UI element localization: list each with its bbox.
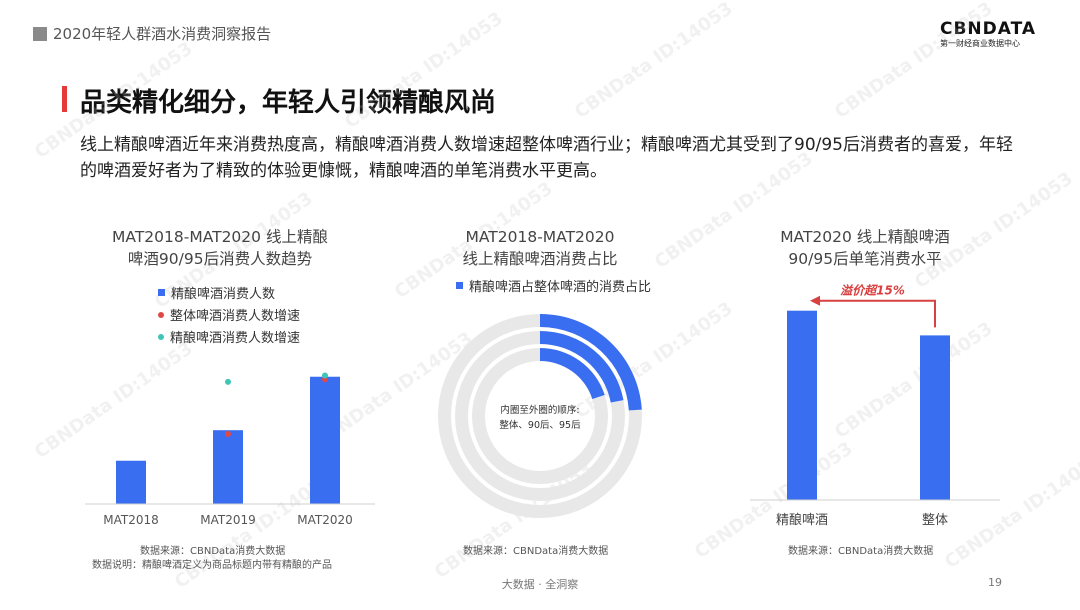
chart1-tick-label: MAT2020: [297, 513, 353, 527]
chart3-source-note: 数据来源：CBNData消费大数据: [788, 546, 934, 557]
chart2-ring-chart: 内圈至外圈的顺序: 整体、90后、95后: [438, 314, 642, 518]
chart1-title: MAT2018-MAT2020 线上精酿 啤酒90/95后消费人数趋势: [90, 226, 350, 270]
chart3-annotation-label: 溢价超15%: [840, 284, 905, 298]
chart1-legend-bar-label: 精酿啤酒消费人数: [171, 287, 276, 302]
chart2-title-line1: MAT2018-MAT2020: [465, 228, 615, 246]
chart1-title-line2: 啤酒90/95后消费人数趋势: [127, 250, 313, 268]
logo-main-text: CBNDATA: [940, 19, 1037, 39]
chart2-ring-segment: [540, 348, 605, 400]
chart3-title-line1: MAT2020 线上精酿啤酒: [780, 228, 950, 246]
cbndata-logo: CBNDATA 第一财经商业数据中心: [940, 20, 1050, 50]
chart1-legend-teal: 精酿啤酒消费人数增速: [158, 327, 300, 346]
chart1-legend-teal-label: 精酿啤酒消费人数增速: [170, 331, 301, 346]
chart1-definition-note: 数据说明：精酿啤酒定义为商品标题内带有精酿的产品: [92, 560, 332, 571]
chart2-center-text-line1: 内圈至外圈的顺序:: [500, 404, 579, 416]
watermark-text: CBNData ID:14053: [570, 0, 737, 123]
chart2-legend-label: 精酿啤酒占整体啤酒的消费占比: [469, 280, 652, 295]
chart3-bar: [920, 335, 950, 500]
page-title: 品类精化细分，年轻人引领精酿风尚: [80, 88, 497, 118]
title-accent-bar: [62, 86, 67, 112]
chart1-growth-dot: [322, 372, 328, 379]
chart1-legend-bar: 精酿啤酒消费人数: [158, 283, 275, 302]
legend-square-icon: [158, 289, 165, 296]
page-description: 线上精酿啤酒近年来消费热度高，精酿啤酒消费人数增速超整体啤酒行业；精酿啤酒尤其受…: [80, 135, 1013, 181]
chart2-center-text-line2: 整体、90后、95后: [499, 419, 581, 431]
footer-slogan: 大数据 · 全洞察: [501, 578, 579, 591]
legend-square-icon: [456, 282, 463, 289]
chart1-growth-dot: [225, 378, 231, 385]
chart3-annotation-connector: [818, 299, 936, 328]
chart1-bar-chart: MAT2018 MAT2019 MAT2020: [85, 372, 375, 527]
chart2-legend: 精酿啤酒占整体啤酒的消费占比: [456, 276, 651, 295]
chart3-title-line2: 90/95后单笔消费水平: [788, 250, 942, 268]
chart3-annotation-arrowhead: [810, 295, 820, 306]
report-title: 2020年轻人群酒水消费洞察报告: [53, 25, 272, 43]
chart1-legend-red-label: 整体啤酒消费人数增速: [170, 309, 301, 324]
chart1-source-note: 数据来源：CBNData消费大数据: [140, 546, 286, 557]
chart1-tick-label: MAT2018: [103, 513, 159, 527]
legend-teal-dot-icon: [158, 333, 164, 340]
chart1-bar: [213, 430, 243, 504]
chart1-growth-dot: [225, 431, 231, 437]
legend-red-dot-icon: [158, 311, 164, 318]
chart1-bar: [116, 460, 146, 504]
chart3-tick-label: 精酿啤酒: [776, 512, 828, 528]
chart3-tick-label: 整体: [922, 513, 948, 528]
chart2-title: MAT2018-MAT2020 线上精酿啤酒消费占比: [410, 226, 670, 270]
chart2-ring-segment: [540, 331, 624, 403]
chart1-bar: [310, 376, 340, 504]
chart3-bar-chart: 精酿啤酒 整体 溢价超15%: [750, 284, 1000, 528]
chart3-title: MAT2020 线上精酿啤酒 90/95后单笔消费水平: [735, 226, 995, 270]
chart2-ring-segment: [540, 314, 642, 411]
chart1-tick-label: MAT2019: [200, 513, 256, 527]
chart1-legend-red: 整体啤酒消费人数增速: [158, 305, 300, 324]
chart2-source-note: 数据来源：CBNData消费大数据: [463, 546, 609, 557]
header-square-icon: [33, 27, 47, 41]
chart3-bar: [787, 310, 817, 500]
chart1-title-line1: MAT2018-MAT2020 线上精酿: [112, 228, 328, 246]
chart2-title-line2: 线上精酿啤酒消费占比: [462, 250, 618, 268]
page-number: 19: [988, 576, 1002, 589]
logo-sub-text: 第一财经商业数据中心: [940, 39, 1020, 48]
